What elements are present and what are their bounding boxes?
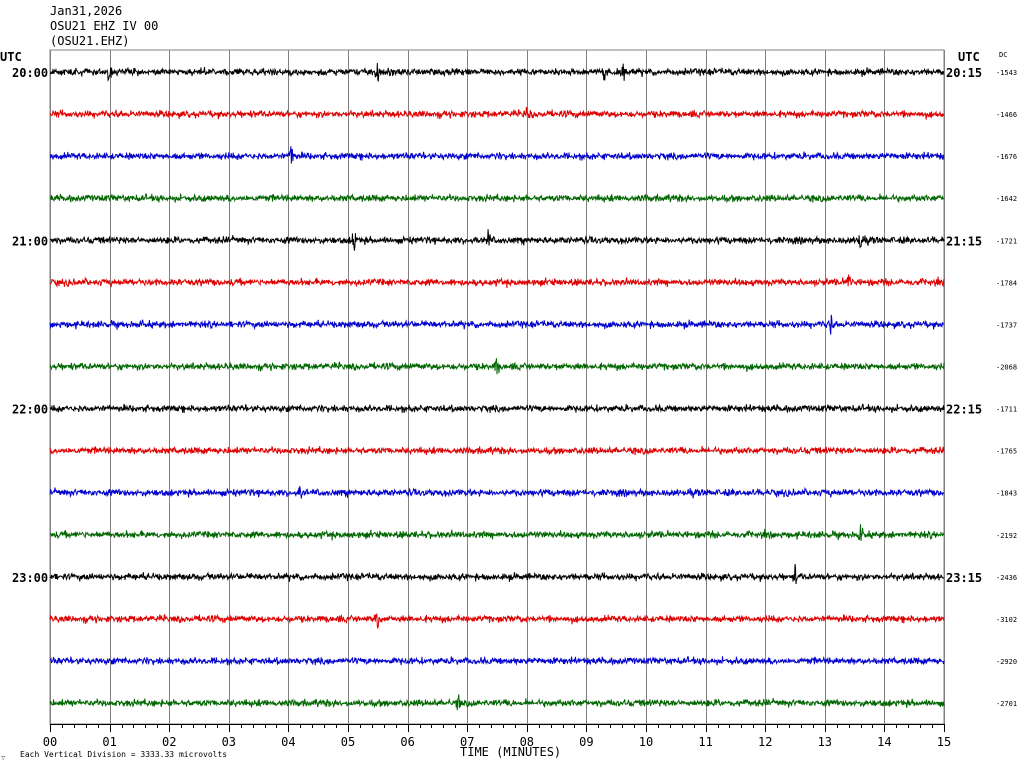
seismic-trace <box>49 314 945 335</box>
x-tick-label: 13 <box>818 735 832 749</box>
seismic-trace <box>49 358 945 375</box>
right-hour-label: 23:15 <box>946 571 982 585</box>
seismic-trace <box>49 524 945 542</box>
seismic-trace <box>49 445 945 456</box>
dc-offset-label: -2920 <box>996 658 1017 666</box>
dc-offset-label: -1543 <box>996 69 1017 77</box>
x-tick-label: 15 <box>937 735 951 749</box>
dc-offset-label: -3102 <box>996 616 1017 624</box>
dc-offset-label: -1843 <box>996 490 1017 498</box>
dc-offset-label: -1765 <box>996 448 1017 456</box>
x-tick-label: 00 <box>43 735 57 749</box>
seismic-trace <box>49 403 945 414</box>
x-tick-label: 03 <box>222 735 236 749</box>
utc-right-label: UTC <box>958 50 980 64</box>
header-station: OSU21 EHZ IV 00 <box>50 19 159 33</box>
header-date: Jan31,2026 <box>50 4 123 18</box>
x-tick-label: 07 <box>460 735 474 749</box>
left-hour-label: 20:00 <box>12 66 48 80</box>
x-axis-title: TIME (MINUTES) <box>460 745 561 759</box>
x-tick-label: 14 <box>877 735 891 749</box>
dc-offset-label: -1737 <box>996 321 1017 329</box>
dc-offset-label: -1466 <box>996 111 1017 119</box>
seismic-trace <box>49 62 945 82</box>
left-hour-label: 21:00 <box>12 234 48 248</box>
dc-offset-label: -1784 <box>996 279 1017 287</box>
seismic-trace <box>49 146 945 164</box>
x-tick-label: 02 <box>162 735 176 749</box>
x-tick-label: 12 <box>758 735 772 749</box>
x-tick-label: 10 <box>639 735 653 749</box>
seismic-trace <box>49 485 945 499</box>
seismic-trace <box>49 655 945 666</box>
plot-frame <box>49 49 945 725</box>
seismic-trace <box>49 563 945 585</box>
x-tick-label: 08 <box>520 735 534 749</box>
seismic-trace <box>49 613 945 629</box>
seismic-trace <box>49 694 945 711</box>
x-tick-label: 06 <box>400 735 414 749</box>
dc-offset-label: -1642 <box>996 195 1017 203</box>
x-tick-label: 04 <box>281 735 295 749</box>
footer-mark: ∵ <box>1 754 5 762</box>
seismic-traces <box>49 62 945 711</box>
header-channel: (OSU21.EHZ) <box>50 34 130 48</box>
utc-left-label: UTC <box>0 50 22 64</box>
x-tick-label: 01 <box>102 735 116 749</box>
dc-offset-label: -2701 <box>996 700 1017 708</box>
seismic-trace <box>49 229 945 251</box>
seismic-trace <box>49 193 945 204</box>
x-tick-label: 09 <box>579 735 593 749</box>
x-tick-label: 05 <box>341 735 355 749</box>
left-hour-label: 22:00 <box>12 403 48 417</box>
chart-labels: UTC UTC DC TIME (MINUTES) ∵ Each Vertica… <box>0 50 1017 762</box>
right-hour-label: 21:15 <box>946 234 982 248</box>
grid-lines <box>49 49 945 732</box>
dc-offset-label: -2436 <box>996 574 1017 582</box>
seismic-trace <box>49 106 945 120</box>
right-hour-label: 22:15 <box>946 403 982 417</box>
dc-offset-label: -2068 <box>996 363 1017 371</box>
seismic-trace <box>49 274 945 289</box>
dc-offset-label: -1711 <box>996 406 1017 414</box>
left-hour-label: 23:00 <box>12 571 48 585</box>
dc-offset-label: -1721 <box>996 237 1017 245</box>
dc-label: DC <box>999 51 1007 59</box>
dc-offset-label: -1676 <box>996 153 1017 161</box>
x-tick-label: 11 <box>698 735 712 749</box>
dc-offset-label: -2192 <box>996 532 1017 540</box>
right-hour-label: 20:15 <box>946 66 982 80</box>
footer-scale-note: Each Vertical Division = 3333.33 microvo… <box>20 750 227 759</box>
